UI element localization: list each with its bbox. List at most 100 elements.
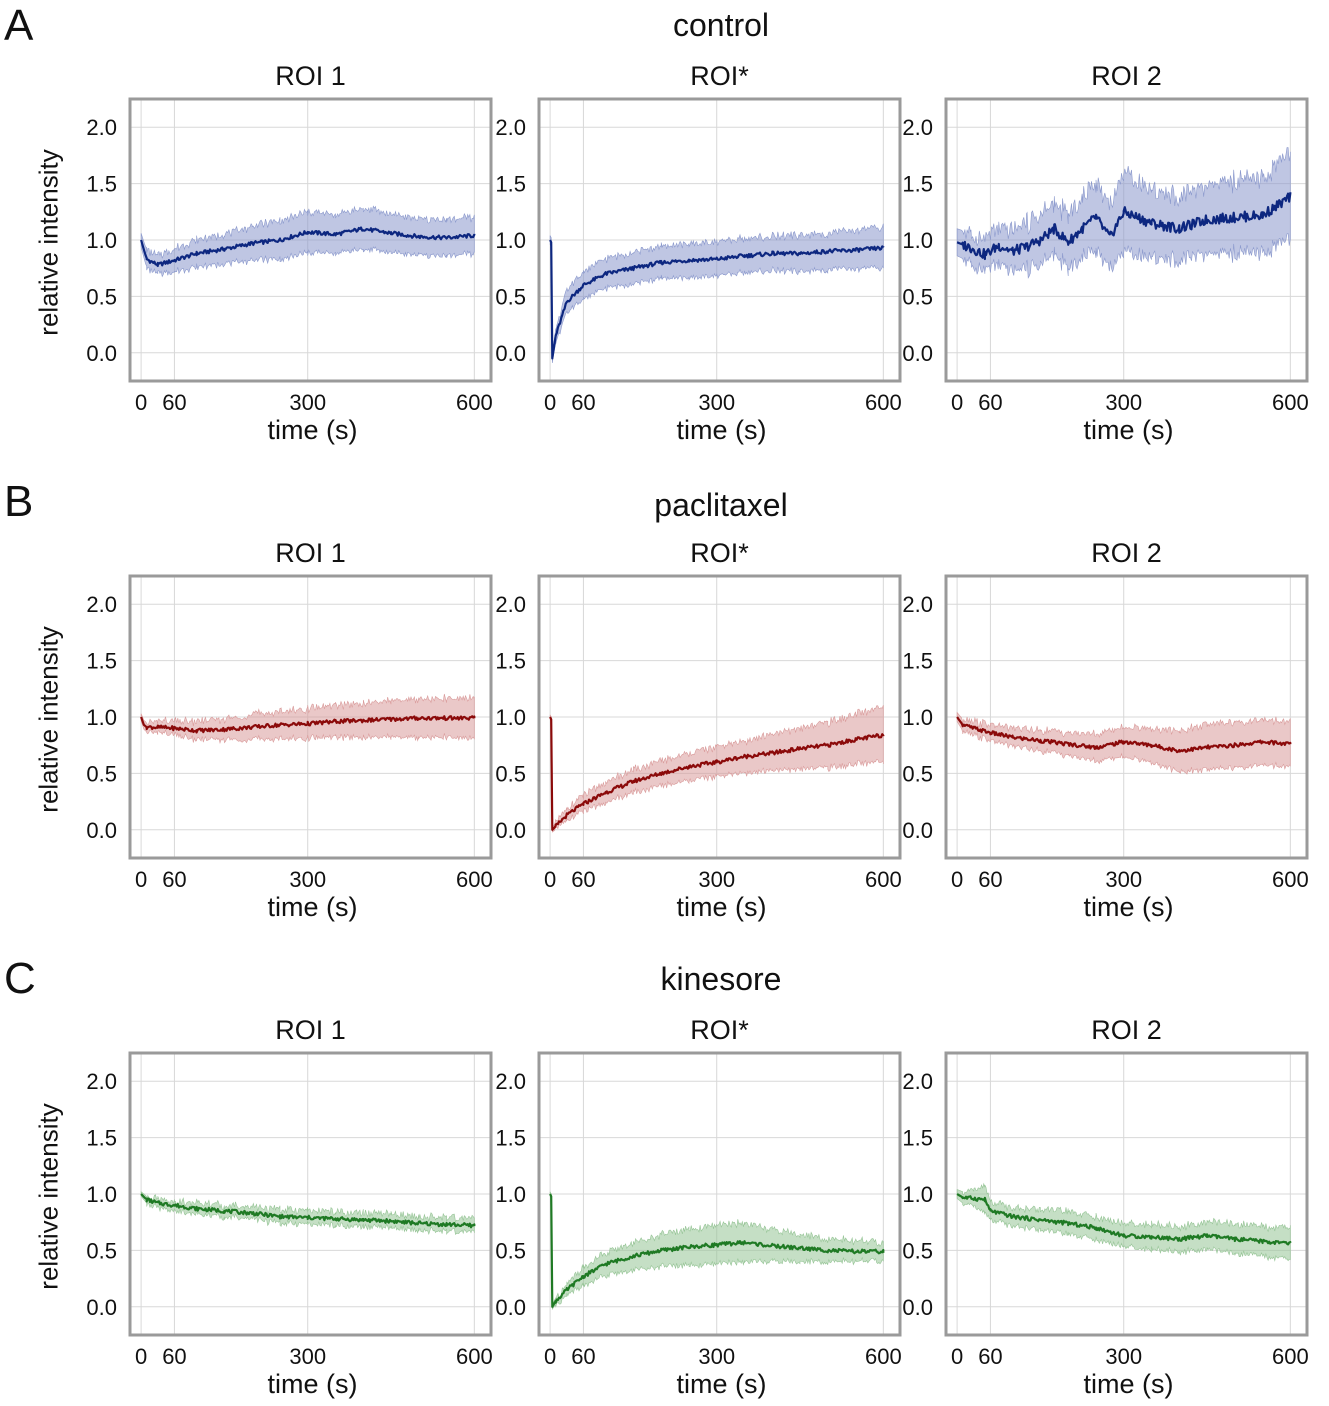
axes-frame xyxy=(128,97,493,383)
panel-letter-c: C xyxy=(4,954,36,1003)
x-tick-label: 300 xyxy=(698,867,735,892)
axes-frame xyxy=(944,1051,1309,1337)
mean-line xyxy=(549,716,885,831)
x-tick-label: 600 xyxy=(456,390,493,415)
y-tick-label: 1.0 xyxy=(902,1182,933,1207)
y-tick-label: 2.0 xyxy=(495,592,526,617)
y-tick-label: 0.0 xyxy=(86,341,117,366)
subplot-title: ROI 1 xyxy=(275,538,346,568)
subplot-title: ROI* xyxy=(690,1015,749,1045)
y-tick-label: 0.5 xyxy=(495,1238,526,1263)
x-tick-label: 0 xyxy=(951,867,963,892)
x-tick-label: 0 xyxy=(544,867,556,892)
x-tick-label: 60 xyxy=(162,867,186,892)
x-tick-label: 600 xyxy=(1272,390,1309,415)
subplot-title: ROI 2 xyxy=(1091,61,1162,91)
x-tick-label: 600 xyxy=(865,1344,902,1369)
axes-frame xyxy=(944,97,1309,383)
x-tick-label: 0 xyxy=(544,390,556,415)
y-tick-label: 1.5 xyxy=(902,649,933,674)
y-tick-label: 0.5 xyxy=(86,284,117,309)
y-tick-label: 2.0 xyxy=(495,1069,526,1094)
y-tick-label: 2.0 xyxy=(86,115,117,140)
y-tick-label: 1.5 xyxy=(495,649,526,674)
x-axis-label: time (s) xyxy=(677,415,767,445)
subplot-title: ROI* xyxy=(690,61,749,91)
y-tick-label: 0.5 xyxy=(902,1238,933,1263)
y-tick-label: 1.5 xyxy=(86,649,117,674)
x-axis-label: time (s) xyxy=(1084,1369,1174,1399)
y-tick-label: 1.5 xyxy=(86,172,117,197)
y-tick-label: 1.0 xyxy=(495,705,526,730)
x-tick-label: 60 xyxy=(978,1344,1002,1369)
y-tick-label: 1.5 xyxy=(495,172,526,197)
x-tick-label: 300 xyxy=(1105,1344,1142,1369)
mean-line xyxy=(549,239,885,360)
x-tick-label: 60 xyxy=(162,1344,186,1369)
subplot-c-3: ROI 2 0 60 300 600 0.0 0.5 1.0 1.5 2.0 time (s) xyxy=(902,1015,1308,1399)
x-tick-label: 600 xyxy=(865,390,902,415)
x-tick-label: 300 xyxy=(1105,390,1142,415)
x-axis-label: time (s) xyxy=(677,1369,767,1399)
panel-letter-a: A xyxy=(4,1,34,50)
y-tick-label: 2.0 xyxy=(902,115,933,140)
x-axis-label: time (s) xyxy=(268,892,358,922)
x-tick-label: 0 xyxy=(951,390,963,415)
y-tick-label: 0.5 xyxy=(902,761,933,786)
x-tick-label: 300 xyxy=(289,390,326,415)
axes-frame xyxy=(128,1051,493,1337)
mean-line xyxy=(140,1193,476,1229)
x-tick-label: 300 xyxy=(289,1344,326,1369)
y-tick-label: 1.5 xyxy=(86,1126,117,1151)
axes-frame xyxy=(128,574,493,860)
x-tick-label: 600 xyxy=(456,867,493,892)
y-tick-label: 0.0 xyxy=(495,341,526,366)
x-axis-label: time (s) xyxy=(268,415,358,445)
y-tick-label: 1.5 xyxy=(902,1126,933,1151)
x-axis-label: time (s) xyxy=(1084,415,1174,445)
x-tick-label: 60 xyxy=(978,390,1002,415)
panel-letter-b: B xyxy=(4,477,34,526)
y-tick-label: 0.5 xyxy=(86,761,117,786)
x-tick-label: 60 xyxy=(571,390,595,415)
condition-title-kinesore: kinesore xyxy=(660,961,782,997)
y-tick-label: 0.0 xyxy=(495,1295,526,1320)
condition-title-paclitaxel: paclitaxel xyxy=(654,487,788,523)
mean-line xyxy=(956,192,1292,261)
y-tick-label: 1.0 xyxy=(495,1182,526,1207)
x-tick-label: 600 xyxy=(456,1344,493,1369)
axes-frame xyxy=(537,97,902,383)
y-tick-label: 0.0 xyxy=(86,818,117,843)
y-tick-label: 0.0 xyxy=(902,341,933,366)
x-tick-label: 300 xyxy=(1105,867,1142,892)
error-band xyxy=(549,705,884,833)
y-tick-label: 0.5 xyxy=(495,284,526,309)
y-tick-label: 1.5 xyxy=(902,172,933,197)
condition-title-control: control xyxy=(672,7,770,43)
error-band xyxy=(140,1191,475,1236)
y-tick-label: 2.0 xyxy=(902,1069,933,1094)
y-tick-label: 2.0 xyxy=(902,592,933,617)
subplot-c-2: ROI* 0 60 300 600 0.0 0.5 1.0 1.5 2.0 time (s) xyxy=(495,1015,901,1399)
x-tick-label: 60 xyxy=(571,1344,595,1369)
x-tick-label: 300 xyxy=(698,390,735,415)
y-tick-label: 1.0 xyxy=(495,228,526,253)
axes-frame xyxy=(537,1051,902,1337)
y-tick-label: 0.0 xyxy=(495,818,526,843)
y-tick-label: 1.0 xyxy=(86,1182,117,1207)
x-tick-label: 300 xyxy=(698,1344,735,1369)
x-tick-label: 0 xyxy=(135,390,147,415)
y-tick-label: 2.0 xyxy=(86,1069,117,1094)
subplot-a-3: ROI 2 0 60 300 600 0.0 0.5 1.0 1.5 2.0 time (s) xyxy=(902,61,1308,445)
y-tick-label: 0.5 xyxy=(495,761,526,786)
x-tick-label: 0 xyxy=(544,1344,556,1369)
axes-frame xyxy=(537,574,902,860)
y-tick-label: 1.0 xyxy=(902,705,933,730)
y-tick-label: 0.5 xyxy=(86,1238,117,1263)
mean-line xyxy=(956,1193,1292,1246)
subplot-title: ROI* xyxy=(690,538,749,568)
y-tick-label: 0.5 xyxy=(902,284,933,309)
y-tick-label: 1.0 xyxy=(902,228,933,253)
